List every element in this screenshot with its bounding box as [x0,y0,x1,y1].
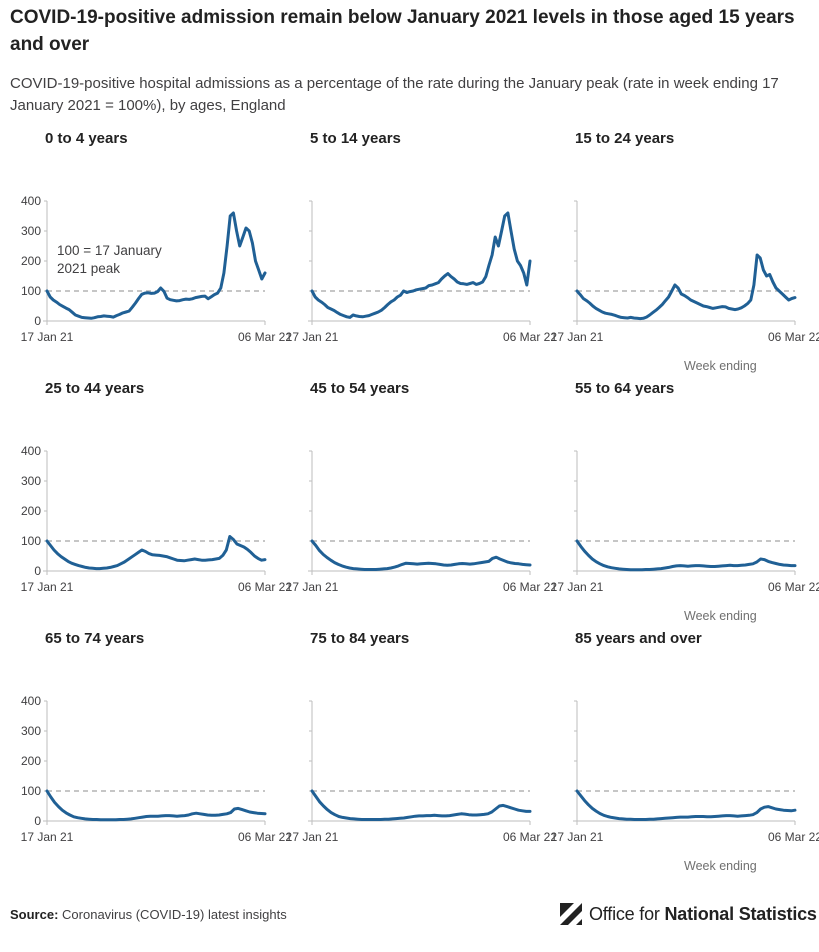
y-tick-label: 0 [34,564,41,578]
x-tick-label-start: 17 Jan 21 [551,830,604,844]
x-tick-label-end: 06 Mar 22 [503,830,557,844]
panel-title-6: 65 to 74 years [45,630,145,647]
panel-title-0: 0 to 4 years [45,130,128,147]
ons-logo[interactable]: Office for National Statistics [558,900,817,928]
x-axis-label-row-1: Week ending [684,359,757,373]
series-line-8 [575,789,797,821]
x-tick-label-end: 06 Mar 22 [768,830,819,844]
x-tick-label-start: 17 Jan 21 [551,580,604,594]
y-tick-label: 300 [21,224,41,238]
source-label: Source: [10,907,59,922]
x-tick-label-start: 17 Jan 21 [286,330,339,344]
panel-title-2: 15 to 24 years [575,130,675,147]
y-tick-label: 300 [21,474,41,488]
x-tick-label-end: 06 Mar 22 [768,580,819,594]
panel-title-8: 85 years and over [575,630,702,647]
y-tick-label: 0 [34,814,41,828]
panel-title-5: 55 to 64 years [575,380,675,397]
x-tick-label-start: 17 Jan 21 [286,580,339,594]
panel-title-7: 75 to 84 years [310,630,410,647]
chart-subtitle: COVID-19-positive hospital admissions as… [10,75,779,114]
ons-logo-icon [560,903,582,925]
y-tick-label: 200 [21,754,41,768]
y-tick-label: 100 [21,284,41,298]
x-axis-label-row-2: Week ending [684,609,757,623]
x-tick-label-end: 06 Mar 22 [768,330,819,344]
x-tick-label-end: 06 Mar 22 [238,830,292,844]
panel-title-1: 5 to 14 years [310,130,401,147]
x-tick-label-start: 17 Jan 21 [21,830,74,844]
x-axis-label-row-3: Week ending [684,859,757,873]
annotation-line-1: 100 = 17 January [57,243,162,258]
y-tick-label: 0 [34,314,41,328]
panel-title-3: 25 to 44 years [45,380,145,397]
y-tick-label: 400 [21,694,41,708]
y-tick-label: 100 [21,784,41,798]
series-line-1 [310,211,532,319]
x-tick-label-start: 17 Jan 21 [21,580,74,594]
series-line-3 [45,535,267,571]
y-tick-label: 200 [21,254,41,268]
x-tick-label-end: 06 Mar 22 [238,330,292,344]
x-tick-label-start: 17 Jan 21 [286,830,339,844]
y-tick-label: 400 [21,444,41,458]
ons-logo-text: Office for National Statistics [589,903,817,924]
x-tick-label-start: 17 Jan 21 [21,330,74,344]
x-tick-label-end: 06 Mar 22 [503,580,557,594]
chart-title: COVID-19-positive admission remain below… [10,7,795,55]
y-tick-label: 400 [21,194,41,208]
annotation-line-2: 2021 peak [57,261,120,276]
x-tick-label-start: 17 Jan 21 [551,330,604,344]
series-line-0 [45,211,267,320]
x-tick-label-end: 06 Mar 22 [238,580,292,594]
x-tick-label-end: 06 Mar 22 [503,330,557,344]
y-tick-label: 100 [21,534,41,548]
series-line-6 [45,789,267,822]
series-line-4 [310,539,532,571]
source-note: Source: Coronavirus (COVID-19) latest in… [10,907,287,922]
series-line-2 [575,253,797,321]
y-tick-label: 300 [21,724,41,738]
series-line-5 [575,539,797,572]
y-tick-label: 200 [21,504,41,518]
source-link[interactable]: Coronavirus (COVID-19) latest insights [62,907,287,922]
panel-title-4: 45 to 54 years [310,380,410,397]
series-line-7 [310,789,532,821]
